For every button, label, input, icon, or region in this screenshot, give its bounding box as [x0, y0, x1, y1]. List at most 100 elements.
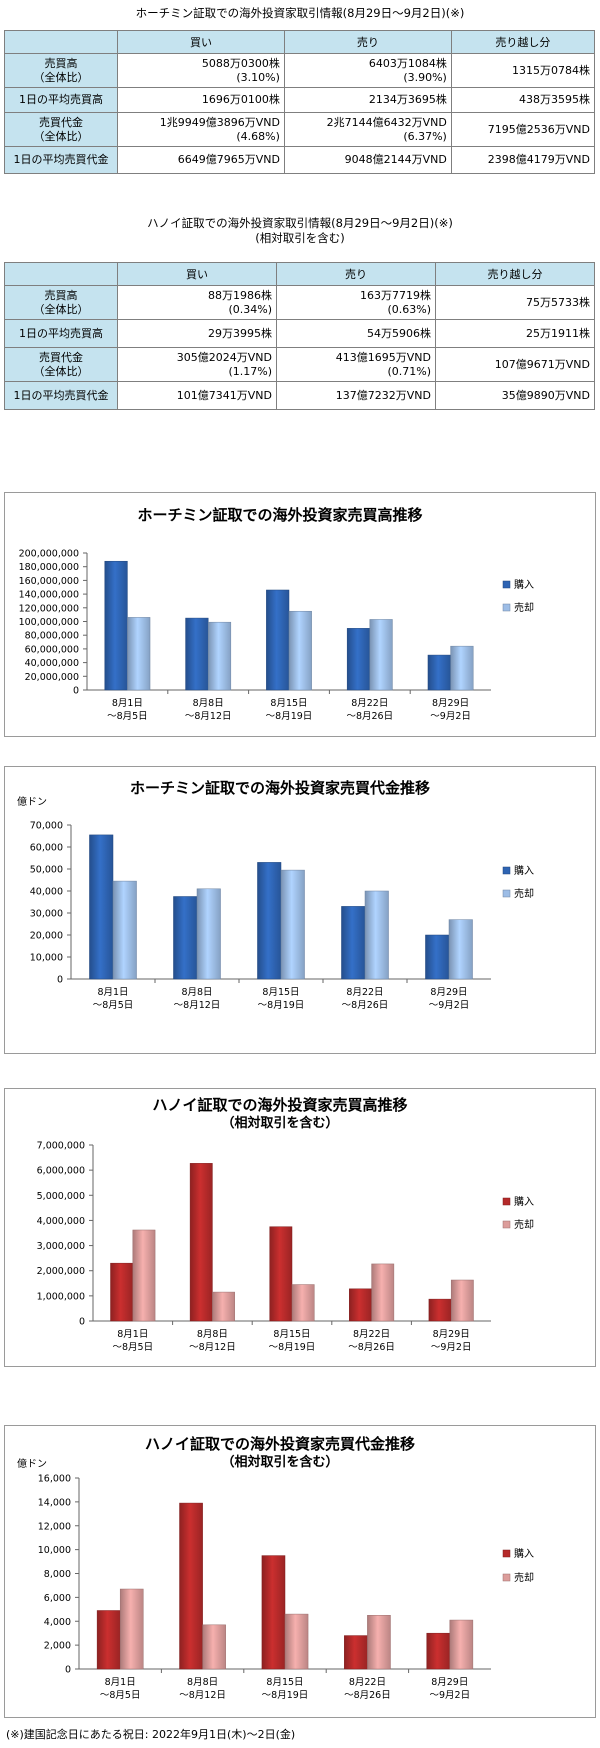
bar-buy: [185, 617, 209, 691]
y-tick-label: 16,000: [38, 1474, 71, 1485]
table-cell: 54万5906株: [276, 319, 436, 348]
bar-buy: [346, 628, 371, 691]
y-tick-label: 6,000: [44, 1593, 71, 1604]
cell-value: 88万1986株: [208, 288, 272, 302]
y-tick-label: 7,000,000: [37, 1141, 85, 1152]
bar-buy: [425, 934, 450, 980]
table-cell: 163万7719株 (0.63%): [276, 285, 436, 320]
row-label-line: 1日の平均売買代金: [13, 388, 109, 402]
bar-sell: [367, 1615, 391, 1670]
x-tick-label: ～8月26日: [344, 1690, 391, 1701]
table-cell: 75万5733株: [435, 285, 595, 320]
y-tick-label: 40,000: [30, 887, 63, 898]
table-cell: 88万1986株 (0.34%): [117, 285, 277, 320]
y-tick-label: 180,000,000: [19, 562, 79, 573]
cell-value: (0.63%): [387, 302, 431, 316]
row-label-line: 売買代金: [39, 115, 83, 129]
legend-swatch: [502, 1549, 511, 1558]
cell-value: 413億1695万VND: [335, 350, 431, 364]
legend-swatch: [502, 580, 511, 589]
table-cell: 438万3595株: [450, 87, 596, 113]
y-tick-label: 8,000: [44, 1569, 71, 1580]
cell-value: 137億7232万VND: [335, 388, 431, 402]
x-tick-label: 8月29日: [433, 1329, 470, 1340]
y-tick-label: 4,000: [44, 1617, 71, 1628]
table-cell: 2兆7144億6432万VND (6.37%): [283, 112, 452, 147]
x-tick-label: ～8月19日: [258, 1000, 305, 1011]
bar-sell: [119, 1588, 144, 1670]
bar-buy: [428, 1298, 452, 1322]
y-tick-label: 80,000,000: [25, 631, 79, 642]
x-tick-label: 8月15日: [262, 987, 299, 998]
y-tick-label: 4,000,000: [37, 1216, 85, 1227]
bar-buy: [189, 1163, 213, 1322]
x-tick-label: ～8月5日: [100, 1690, 141, 1701]
y-tick-label: 20,000: [30, 931, 63, 942]
cell-value: (4.68%): [236, 129, 280, 143]
bar-buy: [110, 1262, 134, 1322]
legend-swatch: [502, 603, 511, 612]
x-tick-label: ～9月2日: [429, 1000, 470, 1011]
x-tick-label: 8月22日: [351, 698, 388, 709]
table-row: 売買高 （全体比） 88万1986株 (0.34%) 163万7719株 (0.63%) 7…: [4, 285, 595, 320]
row-label: 1日の平均売買代金: [4, 381, 118, 410]
cell-value: 5088万0300株: [201, 56, 280, 70]
table-row: 1日の平均売買代金 6649億7965万VND 9048億2144万VND 2398億…: [4, 146, 596, 174]
bar-sell: [112, 880, 137, 980]
x-tick-label: 8月1日: [105, 1677, 136, 1688]
y-tick-label: 2,000,000: [37, 1266, 85, 1277]
cell-value: 35億9890万VND: [501, 388, 590, 402]
y-tick-label: 30,000: [30, 909, 63, 920]
legend-label: 売却: [514, 1571, 534, 1584]
chart-title: ハノイ証取での海外投資家売買高推移: [152, 1096, 407, 1114]
bar-sell: [127, 617, 151, 691]
x-tick-label: 8月8日: [193, 698, 224, 709]
x-tick-label: ～9月2日: [430, 711, 471, 722]
hn-table-title: ハノイ証取での海外投資家取引情報(8月29日～9月2日)(※): [147, 216, 453, 230]
row-label: 1日の平均売買代金: [4, 146, 118, 174]
table-cell: 2398億4179万VND: [450, 146, 596, 174]
legend-label: 売却: [514, 1218, 534, 1231]
cell-value: 438万3595株: [519, 93, 590, 106]
bar-sell: [448, 919, 473, 980]
table-row: 売買高 （全体比） 5088万0300株 (3.10%) 6403万1084株 (3.90…: [4, 53, 596, 88]
table-cell: 101億7341万VND: [117, 381, 277, 410]
table-header-cell: 買い: [117, 30, 285, 54]
x-tick-label: ～8月26日: [346, 711, 393, 722]
chart-title: ハノイ証取での海外投資家売買代金推移: [145, 1435, 415, 1453]
chart-title: （相対取引を含む）: [221, 1115, 338, 1131]
legend-swatch: [502, 1220, 511, 1229]
row-label-line: （全体比）: [33, 364, 89, 378]
table-cell: 1兆9949億3896万VND (4.68%): [117, 112, 285, 147]
table-row: 売買代金 （全体比） 305億2024万VND (1.17%) 413億1695万VND…: [4, 347, 595, 382]
cell-value: (1.17%): [228, 364, 272, 378]
cell-value: 1315万0784株: [512, 63, 590, 77]
bar-sell: [212, 1291, 235, 1322]
bar-sell: [450, 645, 474, 691]
row-label-line: 売買高: [44, 288, 78, 302]
row-label: 1日の平均売買高: [4, 87, 118, 113]
bar-buy: [179, 1502, 203, 1670]
table-cell: 5088万0300株 (3.10%): [117, 53, 285, 88]
hcm-trading-table: 買い 売り 売り越し分 売買高 （全体比） 5088万0300株 (3.10%) 6403万1…: [4, 30, 596, 174]
chart-title: （相対取引を含む）: [221, 1454, 338, 1470]
table-row: 1日の平均売買高 29万3995株 54万5906株 25万1911株: [4, 319, 595, 348]
table-cell: 413億1695万VND (0.71%): [276, 347, 436, 382]
legend-label: 売却: [514, 887, 534, 900]
cell-value: (3.10%): [236, 70, 280, 84]
x-tick-label: 8月1日: [112, 698, 143, 709]
x-tick-label: ～8月5日: [93, 1000, 134, 1011]
y-tick-label: 6,000,000: [37, 1166, 85, 1177]
y-tick-label: 12,000: [38, 1521, 71, 1532]
hn-volume-chart-svg: ハノイ証取での海外投資家売買高推移（相対取引を含む） 0 1,000,000 2,00…: [37, 1096, 534, 1353]
row-label-line: 1日の平均売買高: [19, 326, 103, 340]
cell-value: 1兆9949億3896万VND: [159, 115, 280, 129]
cell-value: 6403万1084株: [368, 56, 447, 70]
table-cell: 305億2024万VND (1.17%): [117, 347, 277, 382]
table-cell: 25万1911株: [435, 319, 595, 348]
cell-value: (6.37%): [403, 129, 447, 143]
row-label-line: （全体比）: [33, 129, 89, 143]
x-tick-label: ～8月12日: [189, 1342, 236, 1353]
table-row: 1日の平均売買代金 101億7341万VND 137億7232万VND 35億9890…: [4, 381, 595, 410]
